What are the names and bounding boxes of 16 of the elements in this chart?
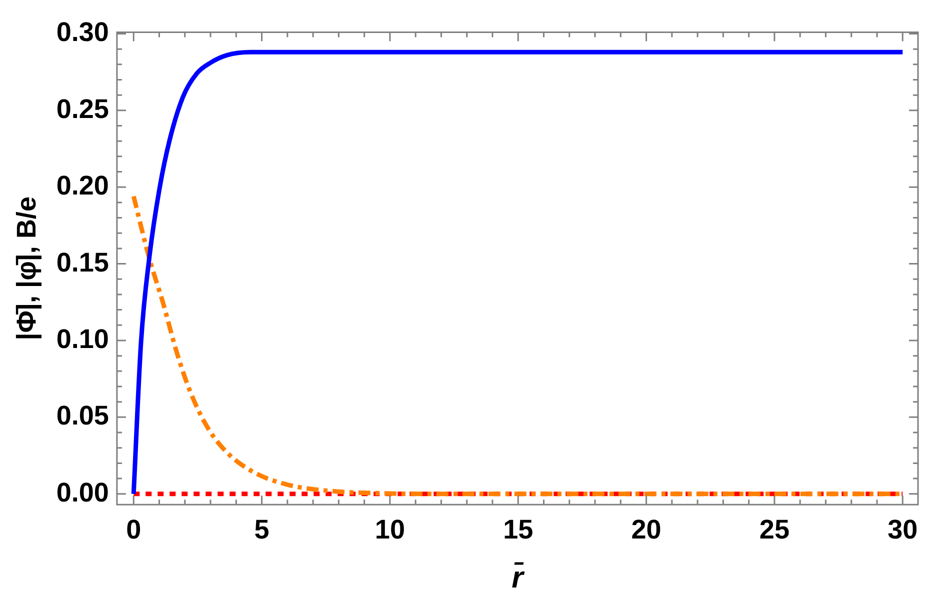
- x-tick-label: 30: [888, 514, 918, 544]
- x-tick-label: 25: [759, 514, 790, 544]
- x-tick-label: 5: [254, 514, 270, 544]
- x-tick-label: 20: [631, 514, 662, 544]
- y-tick-label: 0.10: [56, 324, 109, 354]
- x-axis-title: r̄: [512, 561, 526, 594]
- y-tick-label: 0.30: [56, 17, 109, 48]
- y-tick-label: 0.15: [56, 247, 109, 278]
- x-tick-label: 15: [503, 514, 534, 544]
- x-tick-label: 10: [374, 514, 405, 544]
- y-axis-title: |Φ̄|, |φ̄|, B/e: [12, 196, 42, 340]
- y-tick-label: 0.25: [56, 94, 109, 124]
- y-tick-label: 0.05: [56, 400, 109, 431]
- x-tick-label: 0: [126, 514, 142, 544]
- y-tick-label: 0.20: [56, 170, 109, 201]
- y-tick-label: 0.00: [56, 477, 109, 508]
